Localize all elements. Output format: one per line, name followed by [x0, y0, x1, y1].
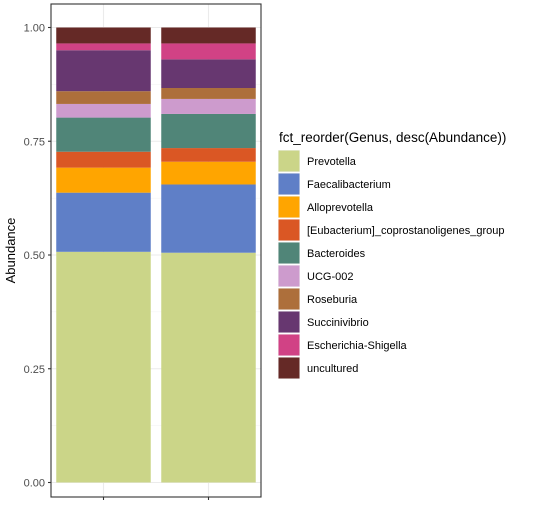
legend-swatch [278, 219, 300, 241]
bar-segment [56, 192, 151, 252]
legend-label: UCG-002 [307, 271, 353, 283]
legend-label: Faecalibacterium [307, 179, 391, 191]
bar-segment [161, 252, 256, 483]
legend-swatch [278, 173, 300, 195]
legend-label: Prevotella [307, 156, 357, 168]
legend-swatch [278, 242, 300, 264]
legend-swatch [278, 288, 300, 310]
legend-swatch [278, 265, 300, 287]
legend-label: Alloprevotella [307, 202, 374, 214]
panel-border [50, 3, 262, 498]
legend-label: Bacteroides [307, 248, 366, 260]
bar-segment [56, 117, 151, 152]
legend-label: [Eubacterium]_coprostanoligenes_group [307, 225, 505, 237]
legend-label: Escherichia-Shigella [307, 340, 408, 352]
bar-segment [56, 50, 151, 92]
legend-swatch [278, 311, 300, 333]
y-tick-label: 0.75 [24, 136, 45, 148]
legend-title: fct_reorder(Genus, desc(Abundance)) [279, 130, 506, 145]
legend-swatch [278, 357, 300, 379]
legend-swatch [278, 196, 300, 218]
legend-label: uncultured [307, 363, 358, 375]
legend-swatch [278, 150, 300, 172]
legend-label: Roseburia [307, 294, 358, 306]
bar-segment [56, 251, 151, 483]
legend: fct_reorder(Genus, desc(Abundance)) Prev… [278, 130, 506, 379]
bar-segment [161, 59, 256, 89]
plot-panel: 0.00 0.25 0.50 0.75 1.00 [24, 3, 262, 500]
bar-segment [56, 27, 151, 44]
bar-segment [161, 98, 256, 114]
bar-segment [161, 88, 256, 99]
bar-segment [161, 43, 256, 60]
y-tick-label: 0.00 [24, 478, 45, 490]
bar-segment [56, 151, 151, 168]
y-tick-label: 0.50 [24, 250, 45, 262]
legend-label: Succinivibrio [307, 317, 369, 329]
bar-segment [161, 27, 256, 44]
bar-segment [161, 161, 256, 185]
y-axis-title: Abundance [3, 218, 18, 284]
bar-segment [161, 184, 256, 253]
bar-segment [161, 148, 256, 162]
bar-segment [56, 103, 151, 118]
bar-segment [56, 167, 151, 193]
legend-swatch [278, 334, 300, 356]
y-tick-label: 1.00 [24, 23, 45, 35]
bar-segment [56, 43, 151, 51]
bar-segment [56, 91, 151, 104]
y-tick-label: 0.25 [24, 364, 45, 376]
bar-segment [161, 113, 256, 149]
